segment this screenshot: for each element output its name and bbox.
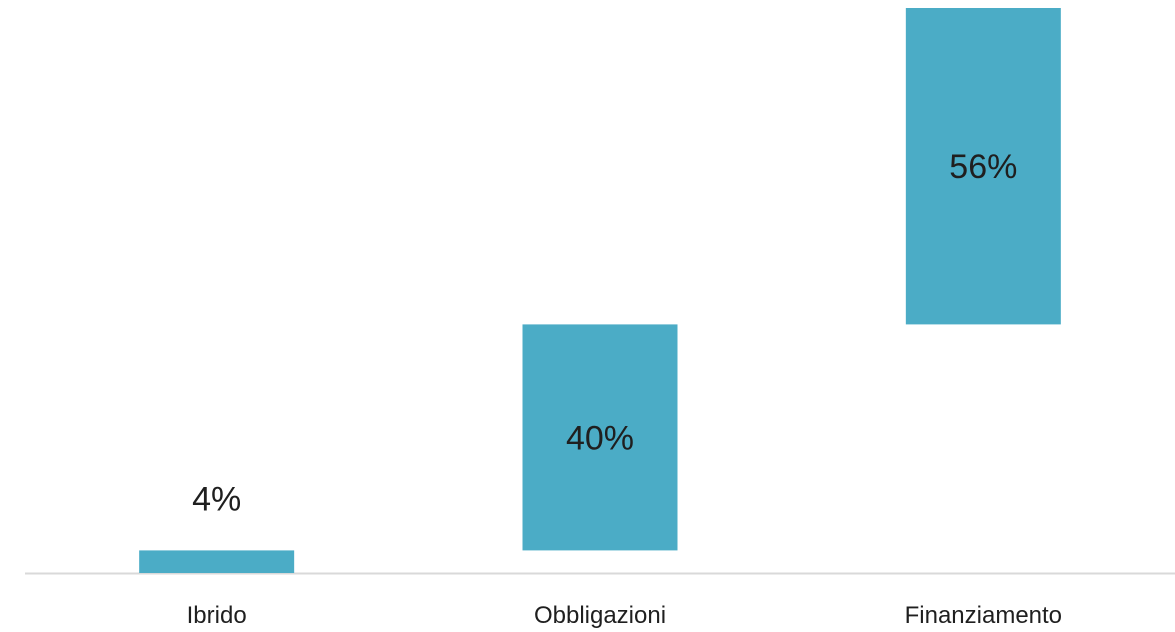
bar-ibrido bbox=[139, 550, 295, 573]
category-label-ibrido: Ibrido bbox=[187, 602, 247, 629]
category-label-finanziamento: Finanziamento bbox=[905, 602, 1062, 629]
bar-obbligazioni bbox=[522, 324, 678, 551]
category-label-obbligazioni: Obbligazioni bbox=[534, 602, 666, 629]
data-label-ibrido: 4% bbox=[192, 480, 241, 518]
bar-finanziamento bbox=[905, 8, 1061, 325]
data-label-obbligazioni: 40% bbox=[566, 419, 634, 457]
data-label-finanziamento: 56% bbox=[949, 148, 1017, 186]
